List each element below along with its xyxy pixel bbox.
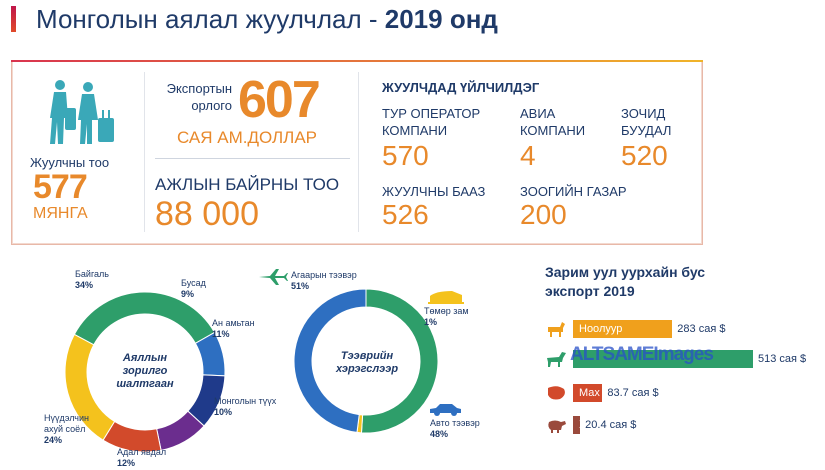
- transport-slice-2: [293, 288, 367, 433]
- exports-chart-title: Зарим уул уурхайн бус экспорт 2019: [545, 264, 706, 299]
- travel-purpose-center-label: Аяллын зорилго шалтгаан: [116, 352, 174, 390]
- meat-icon: [548, 386, 565, 400]
- title-accent-bar: [11, 6, 16, 32]
- export-bar-1: [573, 350, 753, 368]
- travel-purpose-donut: [64, 291, 226, 453]
- slice-label-history: Монголын түүх 10%: [214, 396, 277, 417]
- slice-label-nature: Байгаль 34%: [75, 269, 109, 290]
- export-bar-label-2: Мах: [579, 387, 600, 399]
- slice-label-wildlife: Ан амьтан 11%: [212, 318, 255, 339]
- slice-label-other: Бусад 9%: [181, 278, 206, 299]
- service-label-restaurant: ЗООГИЙН ГАЗАР: [520, 184, 627, 199]
- jobs-value: 88 000: [155, 195, 259, 233]
- exports-unit: САЯ АМ.ДОЛЛАР: [177, 128, 318, 147]
- services-heading: ЖУУЛЧДАД ҮЙЛЧИЛДЭГ: [382, 80, 540, 95]
- service-value-hotel: 520: [621, 140, 668, 171]
- slice-label-air: Агаарын тээвэр 51%: [291, 270, 357, 291]
- exports-label: Экспортын орлого: [166, 81, 232, 113]
- watermark-text: ALTSAMEImages: [570, 344, 714, 365]
- page-title: Монголын аялал жуулчлал - 2019 онд: [36, 4, 498, 34]
- goat-icon: [548, 322, 565, 337]
- service-value-tour-operator: 570: [382, 140, 429, 171]
- slice-label-road: Авто тээвэр 48%: [430, 418, 480, 439]
- jobs-label: АЖЛЫН БАЙРНЫ ТОО: [155, 175, 340, 194]
- export-bar-value-1: 513 сая $: [758, 353, 807, 365]
- export-bar-3: [573, 416, 581, 434]
- service-label-tour-operator: ТУР ОПЕРАТОР КОМПАНИ: [382, 106, 481, 138]
- service-value-restaurant: 200: [520, 199, 567, 230]
- exports-divider: [155, 158, 350, 159]
- panel-accent-line: [11, 60, 703, 62]
- service-label-airline: АВИА КОМПАНИ: [520, 106, 586, 138]
- transport-center-label: Тээврийн хэрэгслээр: [335, 350, 399, 375]
- tourists-label: Жуулчны тоо: [30, 155, 110, 170]
- export-bar-value-2: 83.7 сая $: [607, 387, 659, 399]
- panel-divider-1: [144, 72, 145, 232]
- tourists-unit: МЯНГА: [33, 205, 88, 222]
- travel-purpose-slice-5: [64, 333, 116, 441]
- service-label-hotel: ЗОЧИД БУУДАЛ: [621, 106, 672, 138]
- slice-label-adventure: Адал явдал 12%: [117, 447, 167, 468]
- service-value-tourist-camp: 526: [382, 199, 429, 230]
- car-icon: [430, 404, 461, 416]
- panel-divider-2: [358, 72, 359, 232]
- transport-donut: [293, 288, 439, 434]
- horse-icon: [547, 352, 566, 367]
- slice-label-rail: Төмөр зам 1%: [424, 306, 469, 327]
- service-value-airline: 4: [520, 140, 536, 171]
- exports-value: 607: [238, 71, 321, 129]
- export-bar-2: [573, 384, 603, 402]
- export-bar-0: [573, 320, 673, 338]
- export-bar-value-0: 283 сая $: [677, 323, 726, 335]
- airplane-icon: [259, 269, 288, 285]
- export-bar-label-0: Ноолуур: [579, 323, 623, 335]
- slice-label-nomadic-culture: Нүүдэлчин ахуй соёл 24%: [44, 413, 89, 445]
- export-bar-value-3: 20.4 сая $: [585, 419, 637, 431]
- export-bar-label-3: Хонины ноос: [579, 419, 646, 431]
- tourists-icon: [50, 80, 114, 144]
- tourists-value: 577: [33, 168, 88, 206]
- train-icon: [428, 291, 464, 304]
- sheep-icon: [548, 420, 566, 433]
- service-label-tourist-camp: ЖУУЛЧНЫ БААЗ: [382, 184, 486, 199]
